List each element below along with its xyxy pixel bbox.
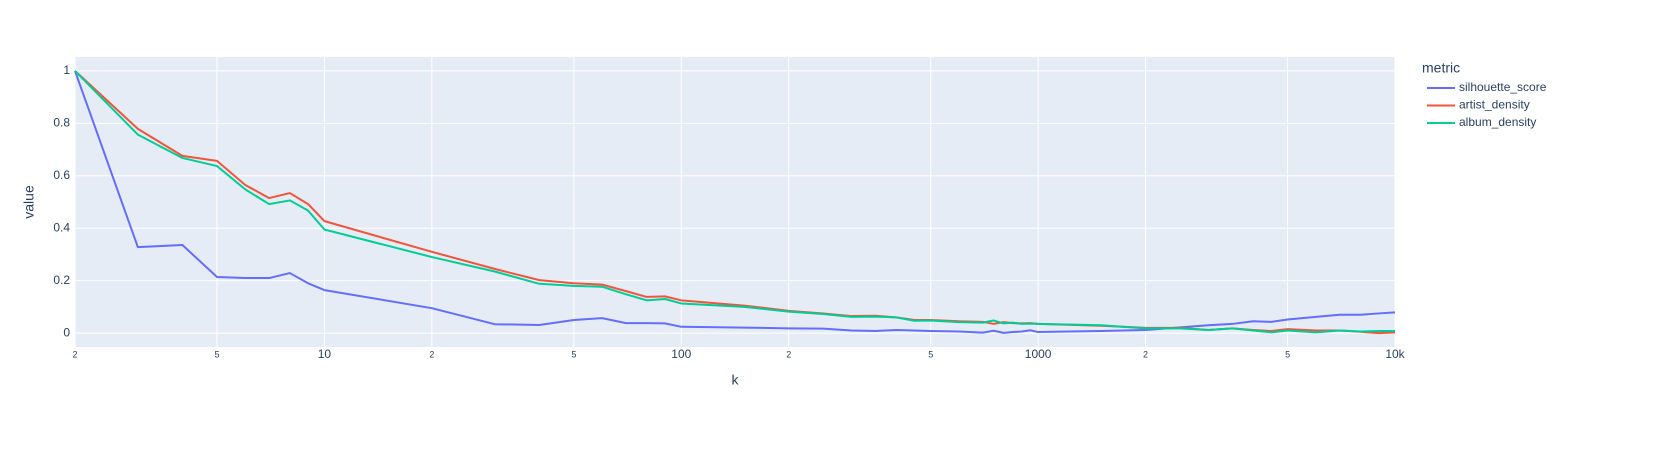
series-line (74, 70, 1396, 334)
x-tick-label: 2 (429, 349, 434, 359)
x-tick-label: 10 (318, 347, 332, 361)
y-tick-label: 0.4 (53, 220, 70, 234)
x-tick-label: 100 (671, 347, 691, 361)
x-tick-label: 5 (1285, 349, 1290, 359)
x-tick-label: 10k (1385, 347, 1405, 361)
y-tick-label: 0.2 (53, 273, 70, 287)
y-tick-label: 0.6 (53, 168, 70, 182)
x-tick-label: 2 (786, 349, 791, 359)
y-tick-label: 1 (63, 63, 70, 77)
y-axis-title: value (21, 185, 37, 219)
x-tick-label: 1000 (1025, 347, 1052, 361)
x-axis-title: k (732, 372, 740, 388)
plot-background (75, 57, 1395, 347)
series-line (74, 70, 1395, 334)
x-tick-label: 2 (72, 349, 77, 359)
legend-label: artist_density (1459, 98, 1530, 112)
x-tick-label: 5 (214, 349, 219, 359)
y-tick-label: 0 (63, 325, 70, 339)
x-tick-label: 5 (571, 349, 576, 359)
y-tick-label: 0.8 (53, 116, 70, 130)
x-tick-label: 2 (1143, 349, 1148, 359)
legend-label: silhouette_score (1459, 80, 1547, 94)
legend-label: album_density (1459, 115, 1536, 129)
x-tick-label: 5 (928, 349, 933, 359)
legend-title: metric (1422, 60, 1460, 76)
